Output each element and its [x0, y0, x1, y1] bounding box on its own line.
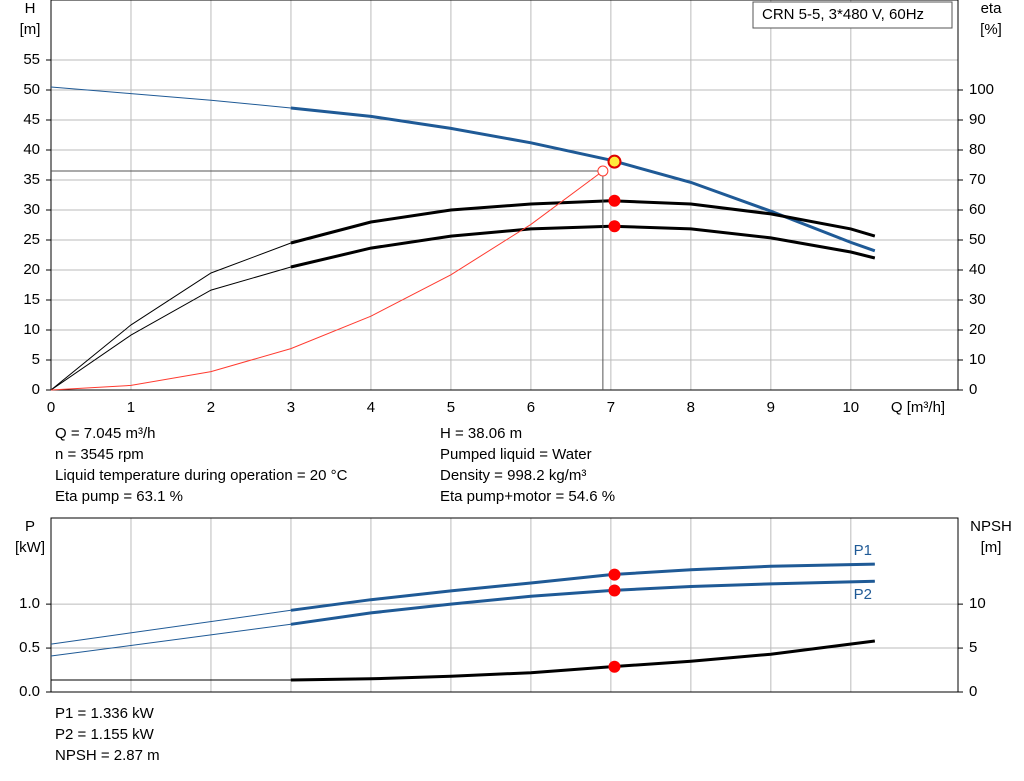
x-tick-label: 4 — [367, 399, 375, 416]
y-tick-label: 25 — [23, 231, 40, 248]
y2-tick-label: 0 — [969, 381, 977, 398]
info-text: Q = 7.045 m³/h — [55, 425, 155, 442]
y2-tick-label: 40 — [969, 261, 986, 278]
x-tick-label: 9 — [767, 399, 775, 416]
y-axis-label: P — [25, 518, 35, 535]
info-text: P1 = 1.336 kW — [55, 705, 155, 722]
y-axis-unit: [kW] — [15, 539, 45, 556]
info-text: Eta pump+motor = 54.6 % — [440, 488, 615, 505]
end-marker — [597, 165, 609, 177]
operating-point — [608, 584, 621, 597]
y-tick-label: 20 — [23, 261, 40, 278]
y-tick-label: 0.5 — [19, 639, 40, 656]
series-label: P2 — [854, 586, 872, 603]
x-tick-label: 10 — [842, 399, 859, 416]
x-tick-label: 7 — [607, 399, 615, 416]
info-text: P2 = 1.155 kW — [55, 726, 155, 743]
curve-thick — [290, 639, 875, 682]
x-tick-label: 1 — [127, 399, 135, 416]
curve — [50, 225, 875, 391]
curve — [51, 640, 875, 681]
y-tick-label: 30 — [23, 201, 40, 218]
x-tick-label: 3 — [287, 399, 295, 416]
info-text: Liquid temperature during operation = 20… — [55, 467, 348, 484]
y2-axis-label: NPSH — [970, 518, 1012, 535]
operating-point — [608, 568, 621, 581]
y-tick-label: 40 — [23, 141, 40, 158]
operating-point — [608, 660, 621, 673]
y-tick-label: 0 — [32, 381, 40, 398]
chart-title: CRN 5-5, 3*480 V, 60Hz — [762, 6, 924, 23]
x-tick-label: 0 — [47, 399, 55, 416]
y2-tick-label: 50 — [969, 231, 986, 248]
y2-tick-label: 0 — [969, 683, 977, 700]
y2-tick-label: 100 — [969, 81, 994, 98]
y-tick-label: 35 — [23, 171, 40, 188]
info-text: n = 3545 rpm — [55, 446, 144, 463]
operating-point — [607, 154, 622, 169]
x-tick-label: 6 — [527, 399, 535, 416]
y2-tick-label: 5 — [969, 639, 977, 656]
y2-axis-unit: [%] — [980, 21, 1002, 38]
y-tick-label: 50 — [23, 81, 40, 98]
curve — [50, 170, 604, 391]
curve — [50, 580, 875, 657]
plot-frame — [50, 517, 959, 693]
y-axis-label: H — [25, 0, 36, 17]
y-tick-label: 1.0 — [19, 595, 40, 612]
operating-point — [608, 220, 621, 233]
info-text: NPSH = 2.87 m — [55, 747, 160, 764]
x-tick-label: 5 — [447, 399, 455, 416]
info-text: H = 38.06 m — [440, 425, 522, 442]
y-tick-label: 10 — [23, 321, 40, 338]
y2-tick-label: 10 — [969, 595, 986, 612]
x-tick-label: 8 — [687, 399, 695, 416]
y2-tick-label: 80 — [969, 141, 986, 158]
y-tick-label: 5 — [32, 351, 40, 368]
y-tick-label: 55 — [23, 51, 40, 68]
curve — [50, 86, 875, 252]
y-tick-label: 45 — [23, 111, 40, 128]
x-axis-label: Q [m³/h] — [891, 399, 945, 416]
legend-box — [752, 1, 953, 29]
y2-axis-label: eta — [981, 0, 1003, 17]
y-axis-unit: [m] — [20, 21, 41, 38]
operating-point — [608, 194, 621, 207]
plot-frame — [50, 0, 959, 391]
x-tick-label: 2 — [207, 399, 215, 416]
curve — [50, 200, 875, 391]
info-text: Eta pump = 63.1 % — [55, 488, 183, 505]
y2-tick-label: 30 — [969, 291, 986, 308]
info-text: Pumped liquid = Water — [440, 446, 592, 463]
y2-axis-unit: [m] — [981, 539, 1002, 556]
series-label: P1 — [854, 542, 872, 559]
y2-tick-label: 60 — [969, 201, 986, 218]
y2-tick-label: 10 — [969, 351, 986, 368]
y2-tick-label: 70 — [969, 171, 986, 188]
curve-thick — [290, 562, 875, 612]
curve-thick — [290, 106, 876, 253]
y-tick-label: 15 — [23, 291, 40, 308]
info-text: Density = 998.2 kg/m³ — [440, 467, 586, 484]
y2-tick-label: 20 — [969, 321, 986, 338]
y2-tick-label: 90 — [969, 111, 986, 128]
y-tick-label: 0.0 — [19, 683, 40, 700]
curve-thick — [290, 224, 876, 269]
curve-thick — [290, 579, 875, 626]
curve-thick — [290, 199, 876, 245]
